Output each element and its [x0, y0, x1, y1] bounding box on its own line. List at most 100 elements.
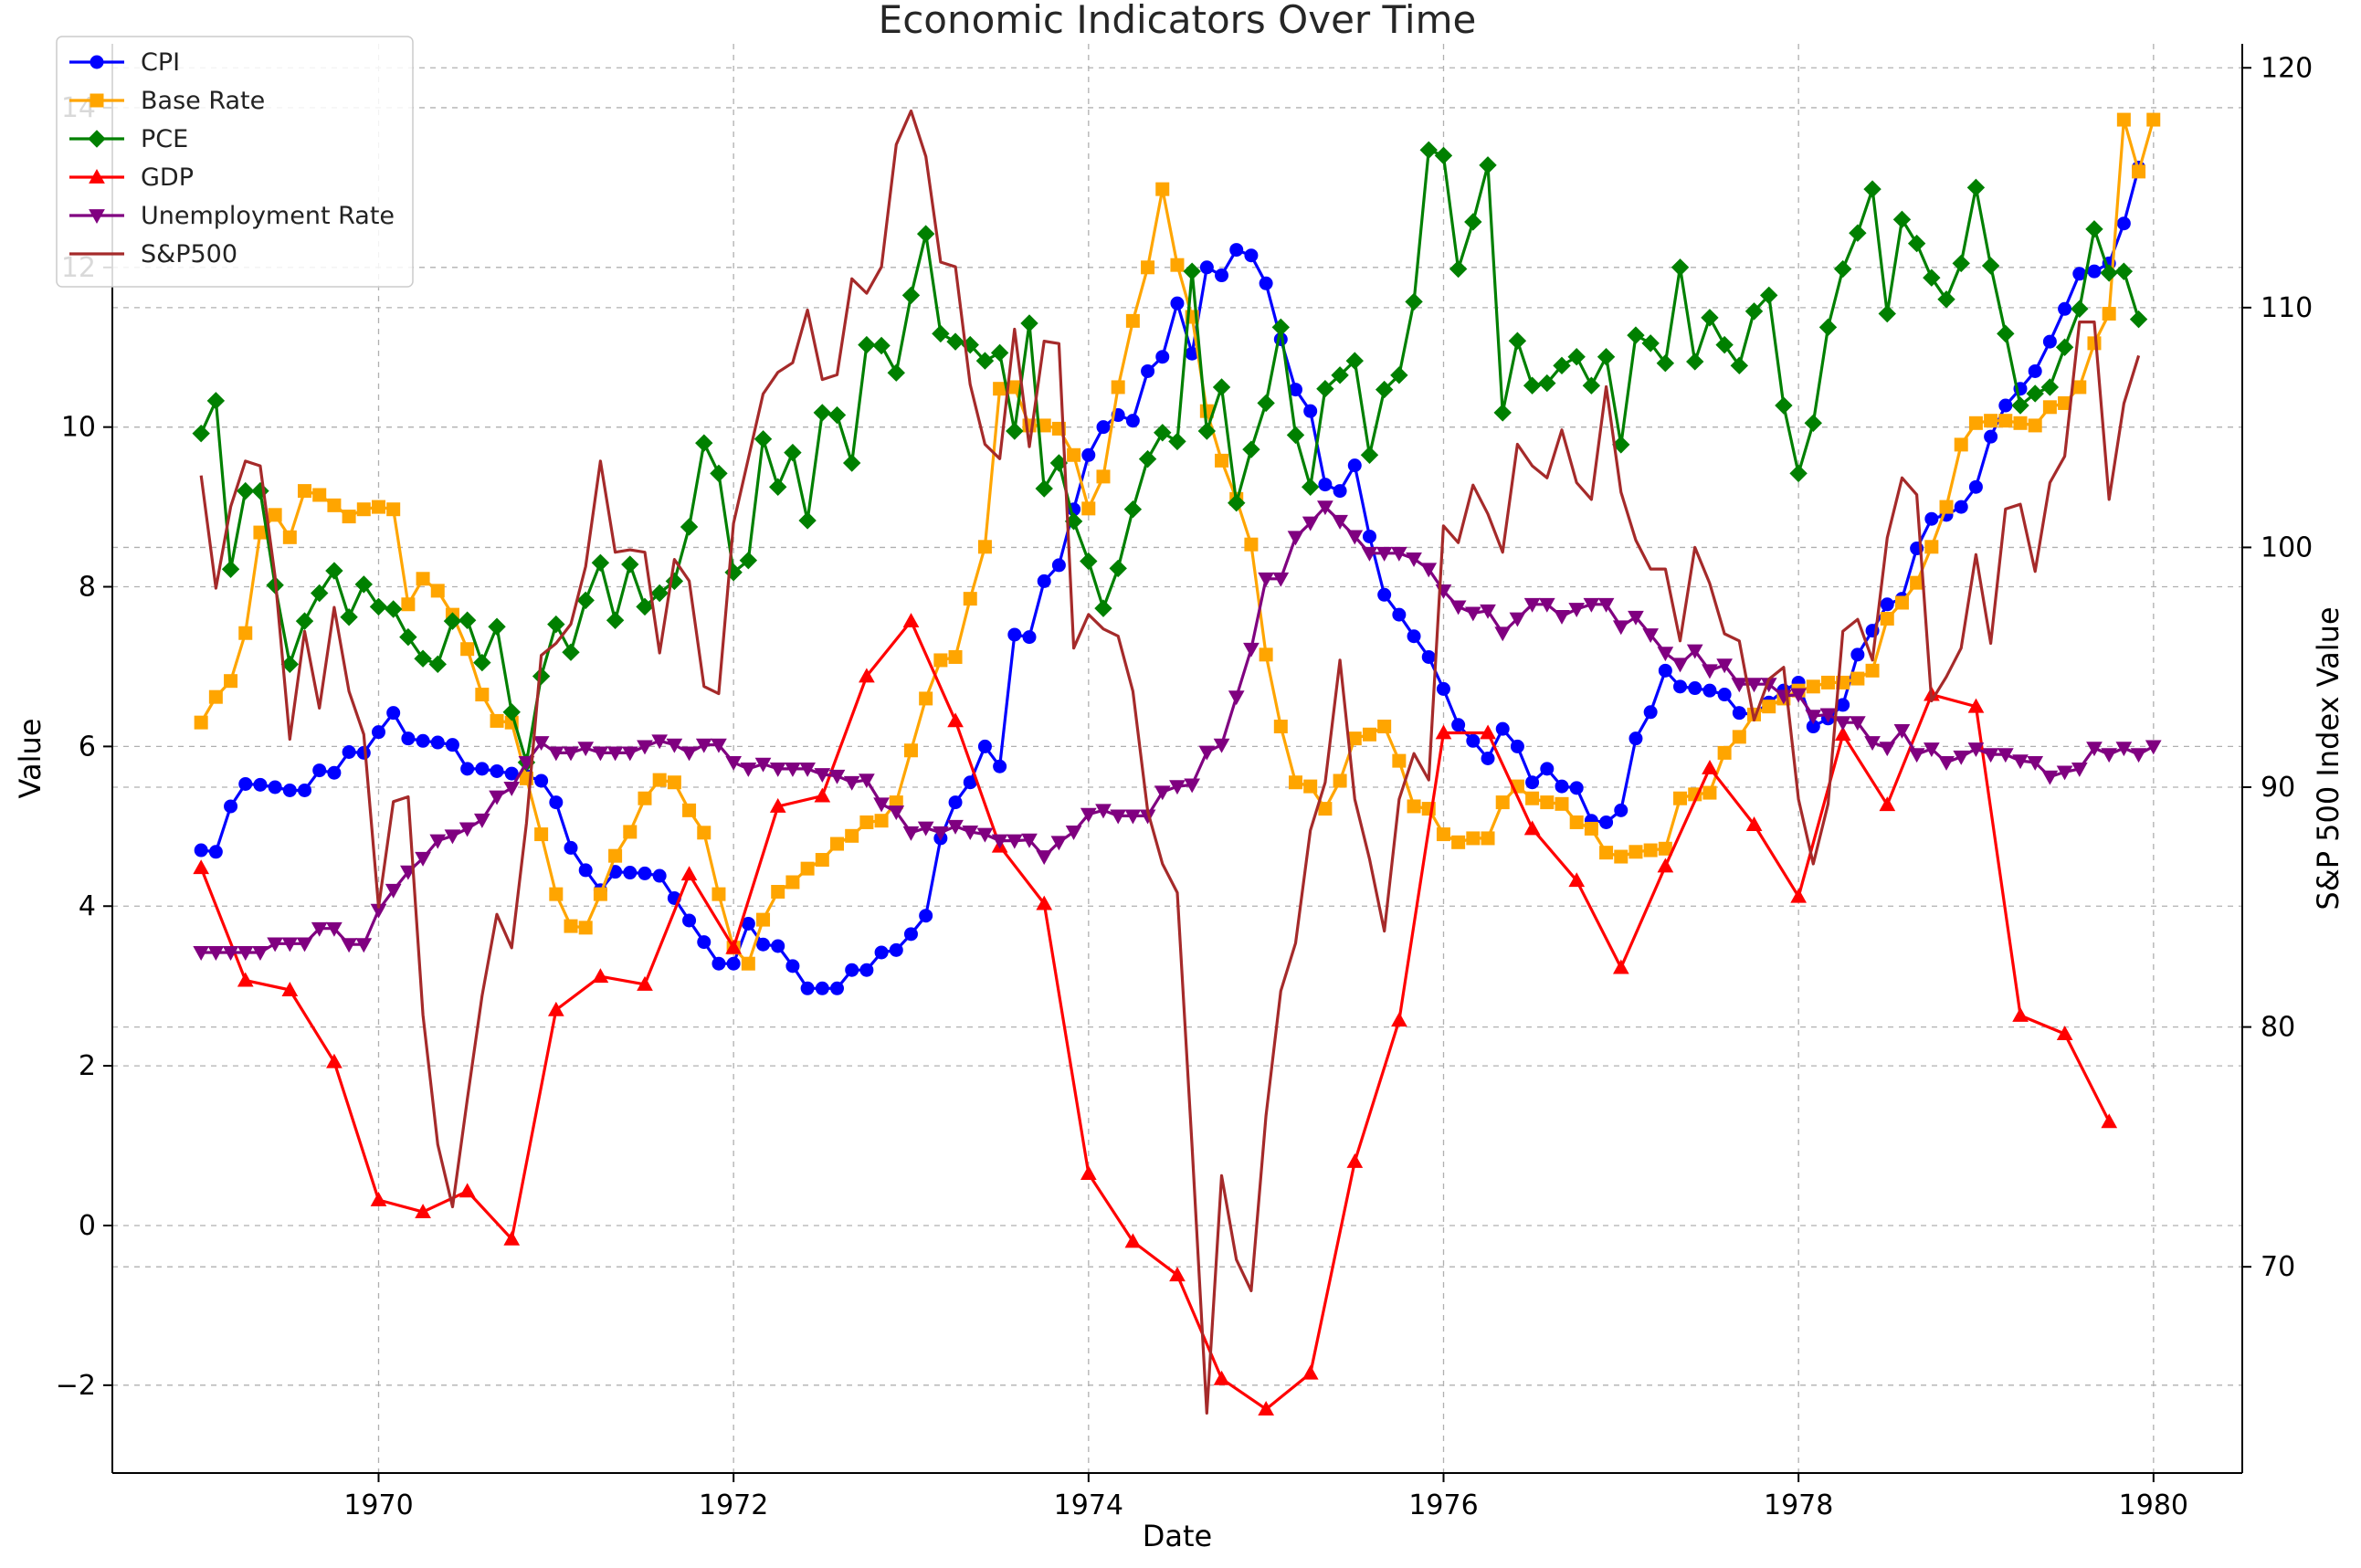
- data-point: [771, 885, 785, 900]
- data-point: [1717, 745, 1732, 760]
- data-point: [1924, 511, 1939, 526]
- data-point: [1065, 826, 1082, 840]
- data-point: [1745, 816, 1763, 831]
- data-point: [873, 797, 890, 813]
- data-point: [1184, 778, 1201, 794]
- data-point: [1436, 827, 1450, 842]
- data-point: [1421, 649, 1436, 664]
- data-point: [901, 286, 921, 305]
- x-tick-label: 1970: [343, 1489, 413, 1521]
- data-point: [253, 777, 268, 792]
- data-point: [1242, 440, 1260, 458]
- data-point: [621, 555, 639, 574]
- data-point: [1863, 180, 1881, 198]
- data-point: [1360, 446, 1379, 464]
- data-point: [1702, 785, 1717, 800]
- data-point: [889, 942, 903, 957]
- legend-label: GDP: [141, 163, 194, 192]
- data-point: [564, 919, 578, 933]
- data-point: [1716, 658, 1733, 674]
- y2-tick-label: 70: [2261, 1251, 2295, 1283]
- data-point: [1819, 708, 1837, 723]
- data-point: [1155, 350, 1170, 364]
- data-point: [1568, 603, 1586, 618]
- data-point: [1612, 436, 1630, 454]
- data-point: [845, 963, 859, 977]
- data-point: [193, 859, 210, 875]
- data-point: [739, 551, 758, 570]
- data-point: [1466, 831, 1481, 846]
- data-point: [680, 518, 699, 536]
- data-point: [1952, 254, 1970, 273]
- data-point: [1997, 324, 2015, 343]
- data-point: [1643, 705, 1658, 720]
- data-point: [1730, 356, 1749, 375]
- data-point: [592, 746, 609, 762]
- data-point: [1301, 478, 1320, 496]
- data-point: [2028, 418, 2042, 433]
- data-point: [756, 912, 771, 927]
- series-unemployment-rate: [193, 500, 2162, 961]
- data-point: [680, 746, 698, 762]
- data-point: [754, 757, 772, 773]
- data-point: [695, 434, 713, 452]
- data-point: [1080, 552, 1098, 571]
- data-point: [1627, 326, 1645, 344]
- data-point: [1732, 706, 1746, 721]
- data-point: [1701, 309, 1719, 327]
- data-point: [1880, 611, 1894, 626]
- data-point: [325, 562, 343, 580]
- data-point: [1569, 781, 1584, 795]
- data-point: [1096, 420, 1111, 435]
- data-point: [815, 853, 829, 868]
- data-point: [652, 868, 667, 883]
- data-point: [1834, 726, 1851, 742]
- data-point: [298, 783, 312, 797]
- data-point: [562, 643, 580, 661]
- data-point: [919, 691, 933, 706]
- data-point: [1998, 398, 2013, 413]
- data-point: [1910, 575, 1924, 590]
- data-point: [1007, 627, 1022, 642]
- y2-tick-label: 90: [2261, 772, 2295, 804]
- data-point: [2056, 765, 2073, 781]
- y-tick-label: 10: [61, 412, 96, 444]
- x-tick-label: 1974: [1054, 1489, 1123, 1521]
- data-point: [1244, 248, 1259, 263]
- data-point: [1451, 718, 1466, 732]
- data-point: [1183, 262, 1201, 280]
- data-point: [842, 454, 861, 472]
- data-point: [1954, 437, 1968, 452]
- data-point: [237, 946, 254, 961]
- data-point: [1466, 733, 1481, 748]
- data-point: [1435, 724, 1452, 740]
- data-point: [1850, 716, 1866, 731]
- data-point: [534, 773, 549, 788]
- data-point: [547, 746, 564, 762]
- data-point: [769, 762, 786, 777]
- data-point: [1894, 595, 1909, 610]
- data-point: [221, 560, 240, 578]
- data-point: [1702, 664, 1718, 679]
- legend-marker: [90, 55, 104, 69]
- data-point: [1141, 363, 1155, 378]
- data-point: [1493, 404, 1512, 422]
- data-point: [1657, 858, 1674, 873]
- data-point: [2028, 363, 2042, 378]
- data-point: [458, 822, 476, 837]
- series-line: [199, 148, 2141, 764]
- data-point: [859, 668, 875, 683]
- data-point: [1614, 803, 1628, 817]
- data-point: [902, 826, 920, 841]
- data-point: [564, 840, 578, 855]
- data-point: [1169, 1267, 1186, 1282]
- data-point: [2101, 1113, 2118, 1129]
- data-point: [859, 773, 875, 789]
- data-point: [1804, 414, 1822, 433]
- data-point: [503, 1230, 521, 1246]
- data-point: [1464, 213, 1482, 231]
- data-point: [1124, 809, 1142, 825]
- data-point: [1540, 795, 1555, 810]
- data-point: [1806, 679, 1820, 694]
- data-point: [903, 743, 918, 758]
